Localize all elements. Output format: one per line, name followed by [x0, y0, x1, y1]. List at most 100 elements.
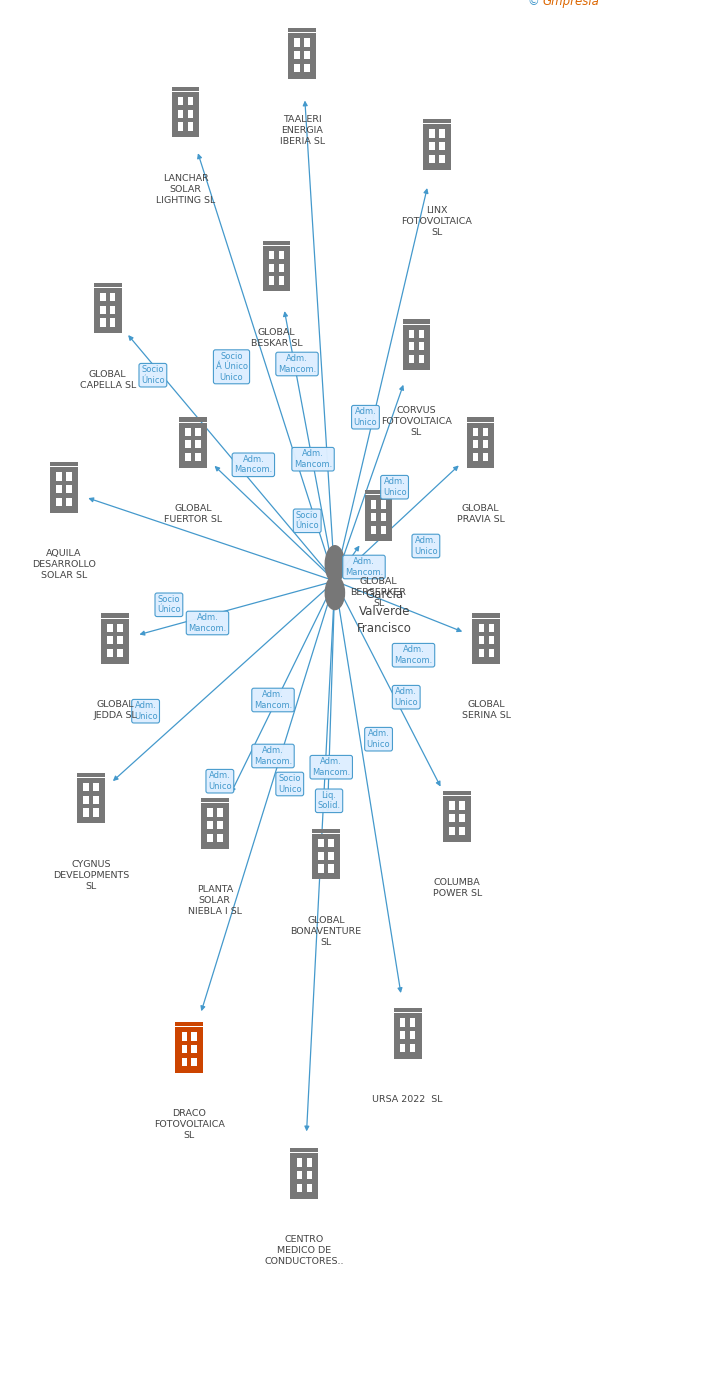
Bar — [312, 834, 340, 879]
Bar — [429, 154, 435, 162]
Bar — [217, 820, 223, 829]
Bar — [394, 1008, 422, 1012]
Bar — [408, 342, 414, 350]
Bar — [50, 462, 78, 466]
Text: Adm.
Mancom.: Adm. Mancom. — [312, 757, 350, 777]
Text: GLOBAL
FUERTOR SL: GLOBAL FUERTOR SL — [164, 504, 222, 524]
Bar — [312, 829, 340, 833]
Bar — [56, 472, 62, 480]
Text: URSA 2022  SL: URSA 2022 SL — [373, 1095, 443, 1103]
Bar — [179, 417, 207, 421]
Bar — [288, 34, 316, 78]
Text: Adm.
Mancom.: Adm. Mancom. — [234, 455, 272, 475]
Bar — [449, 813, 455, 822]
Bar — [443, 791, 471, 795]
Bar — [483, 452, 488, 461]
Bar — [94, 288, 122, 333]
Bar — [217, 808, 223, 816]
Bar — [93, 783, 99, 791]
Bar — [400, 1030, 405, 1039]
Bar — [269, 276, 274, 284]
Bar — [107, 623, 113, 631]
Text: PLANTA
SOLAR
NIEBLA I SL: PLANTA SOLAR NIEBLA I SL — [188, 885, 242, 916]
Ellipse shape — [325, 575, 344, 609]
Bar — [439, 129, 445, 137]
Bar — [467, 417, 494, 421]
Bar — [381, 525, 387, 533]
Bar — [423, 119, 451, 123]
Bar — [288, 28, 316, 32]
Bar — [77, 773, 105, 777]
Text: Adm.
Unico: Adm. Unico — [134, 701, 157, 721]
Bar — [488, 648, 494, 657]
Bar — [279, 263, 285, 272]
Bar — [410, 1018, 416, 1026]
Bar — [296, 1183, 302, 1191]
Bar — [472, 619, 500, 664]
Bar — [66, 484, 72, 493]
Bar — [191, 1057, 197, 1065]
Bar — [294, 50, 300, 59]
Bar — [195, 452, 201, 461]
Bar — [185, 452, 191, 461]
Text: Gmpresia: Gmpresia — [542, 0, 599, 8]
Text: Socio
Á Único
Unico: Socio Á Único Unico — [215, 351, 248, 382]
Text: Socio
Único: Socio Único — [141, 365, 165, 385]
Bar — [467, 423, 494, 468]
Bar — [117, 636, 123, 644]
Bar — [56, 497, 62, 505]
Bar — [178, 97, 183, 105]
Text: GLOBAL
SERINA SL: GLOBAL SERINA SL — [462, 700, 511, 720]
Bar — [472, 427, 478, 435]
Bar — [306, 1183, 312, 1191]
Bar — [410, 1043, 416, 1051]
Bar — [439, 154, 445, 162]
Bar — [201, 798, 229, 802]
Bar — [100, 305, 106, 314]
Bar — [93, 795, 99, 804]
Bar — [269, 251, 274, 259]
Bar — [175, 1022, 203, 1026]
Bar — [185, 440, 191, 448]
Bar — [296, 1170, 302, 1179]
Bar — [217, 833, 223, 841]
Bar — [117, 648, 123, 657]
Bar — [179, 423, 207, 468]
Text: Adm.
Unico: Adm. Unico — [383, 477, 406, 497]
Text: DRACO
FOTOVOLTAICA
SL: DRACO FOTOVOLTAICA SL — [154, 1109, 225, 1140]
Bar — [294, 63, 300, 71]
Bar — [371, 512, 376, 521]
Text: GLOBAL
BESKAR SL: GLOBAL BESKAR SL — [251, 328, 302, 347]
Text: GLOBAL
CAPELLA SL: GLOBAL CAPELLA SL — [79, 370, 136, 389]
Text: Liq.
Solid.: Liq. Solid. — [317, 791, 341, 811]
Bar — [117, 623, 123, 631]
Bar — [488, 623, 494, 631]
Bar — [66, 472, 72, 480]
Bar — [304, 50, 310, 59]
Text: Adm.
Mancom.: Adm. Mancom. — [278, 354, 316, 374]
Bar — [207, 820, 213, 829]
Text: Socio
Unico: Socio Unico — [278, 774, 301, 794]
Bar — [403, 325, 430, 370]
Bar — [328, 851, 334, 860]
Bar — [185, 427, 191, 435]
Bar — [178, 109, 183, 118]
Bar — [381, 512, 387, 521]
Bar — [328, 839, 334, 847]
Bar — [478, 636, 484, 644]
Bar — [181, 1057, 187, 1065]
Text: GLOBAL
BONAVENTURE
SL: GLOBAL BONAVENTURE SL — [290, 916, 362, 946]
Bar — [449, 826, 455, 834]
Text: CENTRO
MEDICO DE
CONDUCTORES..: CENTRO MEDICO DE CONDUCTORES.. — [264, 1235, 344, 1266]
Bar — [488, 636, 494, 644]
Bar — [175, 1028, 203, 1072]
Text: Adm.
Mancom.: Adm. Mancom. — [254, 746, 292, 766]
Bar — [419, 342, 424, 350]
Bar — [294, 38, 300, 46]
Bar — [365, 496, 392, 540]
Bar — [290, 1148, 318, 1152]
Bar — [101, 613, 129, 617]
Bar — [459, 826, 465, 834]
Bar — [419, 329, 424, 337]
Bar — [50, 468, 78, 512]
